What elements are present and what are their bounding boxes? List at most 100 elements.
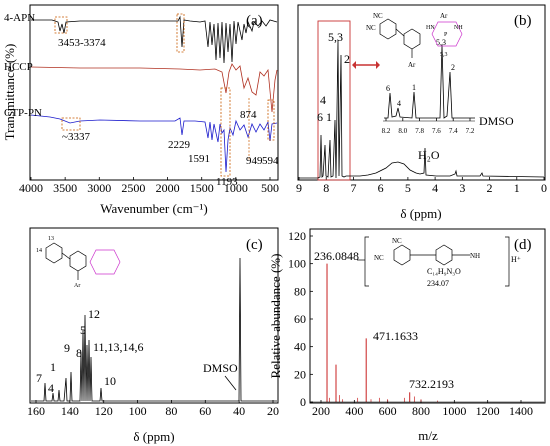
panel-d-frame xyxy=(309,228,546,404)
marker-cn-box xyxy=(176,13,185,53)
d-struct-nh: NH xyxy=(470,252,480,260)
b-x-tick-label: 4 xyxy=(432,181,438,195)
inset-peak-4: 4 xyxy=(397,99,401,108)
c-peak-9: 9 xyxy=(64,341,70,355)
b-struct-53: 5,3 xyxy=(440,52,448,58)
c-dmso-arrow xyxy=(224,375,237,391)
panel-a-frame xyxy=(29,4,279,181)
panel-d-ylabel: Relative abundance (%) xyxy=(268,254,283,379)
label-594: 594 xyxy=(262,155,279,167)
d-x-tick-label: 1200 xyxy=(476,404,500,418)
b-x-tick-label: 8 xyxy=(323,181,329,195)
d-peak-471: 471.1633 xyxy=(373,329,418,343)
b-inset-x-tick-label: 7.6 xyxy=(432,127,441,135)
panel-b-xticks: 9 8 7 6 5 4 3 2 1 0 xyxy=(296,177,547,195)
b-peak-1: 1 xyxy=(326,110,332,124)
spectrum-ctp-pn xyxy=(30,114,278,173)
inset-peak-2: 2 xyxy=(451,63,455,72)
inset-peak-53: 5,3 xyxy=(436,38,446,47)
d-y-tick-label: 0 xyxy=(300,395,306,409)
b-struct-ar: Ar xyxy=(408,61,416,69)
c-x-tick-label: 60 xyxy=(199,404,211,418)
panel-d-xticks: 200 400 600 800 1000 1200 1400 xyxy=(312,400,533,418)
panel-a-ylabel: Transmittance (%) xyxy=(2,44,17,141)
inset-peak-6: 6 xyxy=(386,84,390,93)
d-y-tick-label: 40 xyxy=(294,340,306,354)
b-struct-nh: NH xyxy=(454,25,463,31)
c-x-tick-label: 160 xyxy=(27,404,45,418)
label-hccp: HCCP xyxy=(4,61,33,73)
panel-d-tag: (d) xyxy=(514,237,532,253)
b-inset-x-tick-label: 8.0 xyxy=(398,127,407,135)
c-peak-12: 12 xyxy=(88,307,100,321)
b-x-tick-label: 5 xyxy=(405,181,411,195)
b-x-tick-label: 3 xyxy=(459,181,465,195)
panel-b-tag: (b) xyxy=(514,13,532,29)
a-x-tick-label: 500 xyxy=(261,181,279,195)
d-struct-nc-top: NC xyxy=(392,237,402,245)
b-x-tick-label: 1 xyxy=(514,181,520,195)
marker-594-box xyxy=(267,99,275,141)
b-x-tick-label: 6 xyxy=(378,181,384,195)
panel-c: (c) δ (ppm) 160 140 120 100 80 60 40 20 7 4 1 9… xyxy=(27,227,279,444)
d-y-tick-label: 100 xyxy=(288,257,306,271)
b-struct-cn-side: NC xyxy=(366,24,376,32)
b-inset-x-tick-label: 7.4 xyxy=(449,127,458,135)
c-struct-14: 14 xyxy=(36,248,42,254)
d-struct-nc-side: NC xyxy=(374,254,384,262)
panel-c-xticks: 160 140 120 100 80 60 40 20 xyxy=(27,400,279,418)
c-peak-8: 8 xyxy=(76,346,82,360)
d-peak-732: 732.2193 xyxy=(409,377,454,391)
b-struct-ar-top: Ar xyxy=(440,12,448,20)
c-peak-10: 10 xyxy=(104,374,116,388)
c-struct-ar: Ar xyxy=(74,283,80,289)
label-2229: 2229 xyxy=(168,139,191,151)
inset-peak-1: 1 xyxy=(412,83,416,92)
d-y-tick-label: 120 xyxy=(288,229,306,243)
b-dmso: DMSO xyxy=(479,114,514,128)
a-x-tick-label: 2000 xyxy=(156,181,180,195)
inset-spectrum xyxy=(384,44,475,119)
d-peak-236: 236.0848 xyxy=(314,249,359,263)
c-x-tick-label: 120 xyxy=(95,404,113,418)
marker-1193-box xyxy=(220,87,231,177)
panel-c-xlabel: δ (ppm) xyxy=(133,429,174,444)
d-struct-hplus: H⁺ xyxy=(511,255,521,264)
c-x-tick-label: 100 xyxy=(129,404,147,418)
c-x-tick-label: 140 xyxy=(61,404,79,418)
panel-d-yticks: 0 20 40 60 80 100 120 xyxy=(288,229,313,409)
label-1193: 1193 xyxy=(216,176,238,188)
c-x-tick-label: 40 xyxy=(233,404,245,418)
b-x-tick-label: 2 xyxy=(487,181,493,195)
label-3337: ~3337 xyxy=(62,131,90,143)
marker-nh-ctp-box xyxy=(61,117,81,131)
panel-a: (a) Transmittance (%) Wavenumber (cm⁻¹) … xyxy=(2,4,279,216)
b-x-tick-label: 9 xyxy=(296,181,302,195)
b-peak-2: 2 xyxy=(344,52,350,66)
ms-spectrum xyxy=(326,263,439,402)
b-peak-6: 6 xyxy=(317,110,323,124)
label-3453-3374: 3453-3374 xyxy=(58,37,106,49)
panel-d: (d) Relative abundance (%) m/z 0 20 40 60 80… xyxy=(268,228,546,443)
label-874: 874 xyxy=(240,109,257,121)
d-y-tick-label: 20 xyxy=(294,367,306,381)
b-x-tick-label: 0 xyxy=(541,181,547,195)
label-949: 949 xyxy=(246,155,263,167)
b-inset-x-tick-label: 7.8 xyxy=(415,127,424,135)
d-x-tick-label: 1400 xyxy=(509,404,533,418)
label-1591: 1591 xyxy=(188,153,210,165)
structure-c xyxy=(45,242,121,280)
panel-b: (b) δ (ppm) 9 8 7 6 5 4 3 2 1 0 8.2 8.0 7.8 7.6 7.4 7.… xyxy=(296,4,547,221)
b-h2o: H₂O xyxy=(418,148,440,162)
nmr-h-spectrum xyxy=(299,39,545,179)
nmr-c-spectrum xyxy=(31,257,277,402)
c-peak-7: 7 xyxy=(36,371,42,385)
panel-a-tag: (a) xyxy=(246,13,263,29)
label-ctp-pn: CTP-PN xyxy=(4,107,42,119)
c-peak-11-13-14-6: 11,13,14,6 xyxy=(93,340,144,354)
a-x-tick-label: 1500 xyxy=(190,181,214,195)
a-x-tick-label: 1000 xyxy=(224,181,248,195)
d-formula: C₁₄H₉N₃O xyxy=(427,267,461,276)
b-peak-4: 4 xyxy=(320,93,326,107)
c-peak-1: 1 xyxy=(50,360,56,374)
